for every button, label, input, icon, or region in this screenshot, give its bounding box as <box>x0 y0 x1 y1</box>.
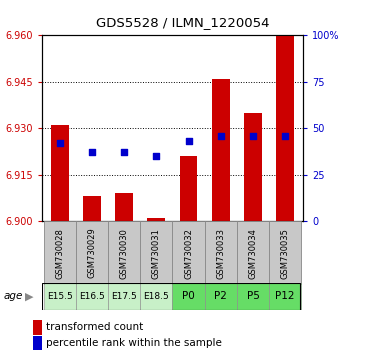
Bar <box>237 221 269 285</box>
Text: age: age <box>4 291 23 301</box>
Bar <box>108 221 140 285</box>
Text: transformed count: transformed count <box>46 322 143 332</box>
Text: GSM730035: GSM730035 <box>281 228 290 279</box>
Text: GSM730034: GSM730034 <box>249 228 258 279</box>
Bar <box>180 156 197 221</box>
Bar <box>205 283 237 310</box>
Text: GSM730030: GSM730030 <box>120 228 128 279</box>
Bar <box>147 218 165 221</box>
Text: GSM730033: GSM730033 <box>216 228 225 279</box>
Bar <box>76 221 108 285</box>
Point <box>57 140 63 146</box>
Bar <box>83 196 101 221</box>
Point <box>89 150 95 155</box>
Bar <box>108 283 140 310</box>
Text: P5: P5 <box>247 291 260 302</box>
Bar <box>269 283 301 310</box>
Text: E17.5: E17.5 <box>111 292 137 301</box>
Bar <box>76 283 108 310</box>
Bar <box>205 221 237 285</box>
Point <box>282 133 288 138</box>
Bar <box>43 283 76 310</box>
Text: GSM730028: GSM730028 <box>55 228 64 279</box>
Bar <box>172 221 205 285</box>
Text: percentile rank within the sample: percentile rank within the sample <box>46 338 222 348</box>
Bar <box>212 79 230 221</box>
Point <box>186 138 192 144</box>
Text: P0: P0 <box>182 291 195 302</box>
Text: ▶: ▶ <box>25 291 33 301</box>
Point <box>250 133 256 138</box>
Point <box>153 153 159 159</box>
Point <box>121 150 127 155</box>
Bar <box>43 221 76 285</box>
Bar <box>237 283 269 310</box>
Bar <box>244 113 262 221</box>
Bar <box>51 125 69 221</box>
Text: E18.5: E18.5 <box>143 292 169 301</box>
Bar <box>172 283 205 310</box>
Bar <box>276 35 294 221</box>
Text: P12: P12 <box>276 291 295 302</box>
Bar <box>140 221 173 285</box>
Text: GSM730029: GSM730029 <box>87 228 96 279</box>
Text: GDS5528 / ILMN_1220054: GDS5528 / ILMN_1220054 <box>96 16 269 29</box>
Bar <box>269 221 301 285</box>
Text: E15.5: E15.5 <box>47 292 73 301</box>
Point <box>218 133 224 138</box>
Text: GSM730032: GSM730032 <box>184 228 193 279</box>
Text: E16.5: E16.5 <box>79 292 105 301</box>
Bar <box>115 193 133 221</box>
Text: P2: P2 <box>214 291 227 302</box>
Bar <box>140 283 173 310</box>
Text: GSM730031: GSM730031 <box>152 228 161 279</box>
